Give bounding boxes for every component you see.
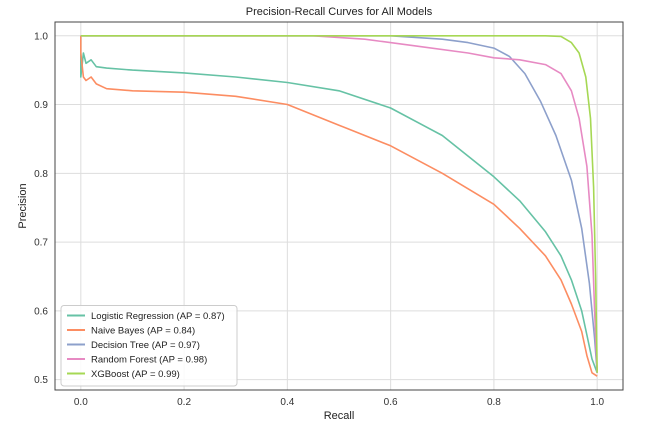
y-tick-label: 0.6 bbox=[34, 306, 48, 317]
series-line-1 bbox=[80, 35, 598, 377]
y-tick-label: 1.0 bbox=[34, 31, 48, 42]
y-tick-label: 0.5 bbox=[34, 375, 48, 386]
series-line-4 bbox=[80, 35, 598, 373]
x-tick-label: 0.2 bbox=[177, 397, 191, 408]
legend-label: Logistic Regression (AP = 0.87) bbox=[91, 311, 225, 322]
x-tick-label: 0.0 bbox=[74, 397, 88, 408]
y-tick-label: 0.8 bbox=[34, 169, 48, 180]
legend-label: Decision Tree (AP = 0.97) bbox=[91, 340, 200, 351]
series-line-0 bbox=[80, 35, 598, 374]
legend-label: Naive Bayes (AP = 0.84) bbox=[91, 326, 195, 337]
plot-frame bbox=[54, 21, 624, 391]
x-tick-label: 0.6 bbox=[384, 397, 398, 408]
series-line-3 bbox=[80, 35, 598, 373]
x-axis-label: Recall bbox=[324, 410, 355, 422]
legend-label: Random Forest (AP = 0.98) bbox=[91, 355, 207, 366]
legend-box bbox=[60, 305, 238, 387]
y-tick-label: 0.7 bbox=[34, 238, 48, 249]
x-tick-label: 0.8 bbox=[487, 397, 501, 408]
tick-labels: 0.0 0.2 0.4 0.6 0.8 1.0 0.5 0.6 0.7 0.8 0.9 1.0 bbox=[34, 31, 604, 408]
y-tick-label: 0.9 bbox=[34, 100, 48, 111]
legend-label: XGBoost (AP = 0.99) bbox=[91, 369, 180, 380]
chart-title: Precision-Recall Curves for All Models bbox=[246, 6, 433, 18]
legend: Logistic Regression (AP = 0.87) Naive Bay… bbox=[60, 305, 238, 387]
y-axis-label: Precision bbox=[17, 183, 29, 228]
x-tick-label: 0.4 bbox=[280, 397, 294, 408]
series-lines bbox=[80, 35, 598, 377]
series-line-2 bbox=[80, 35, 598, 373]
x-tick-label: 1.0 bbox=[590, 397, 604, 408]
